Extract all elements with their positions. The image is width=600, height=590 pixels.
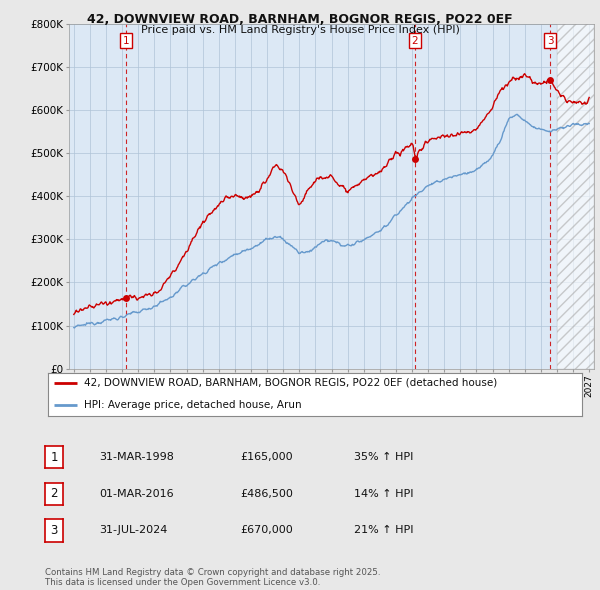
Text: Price paid vs. HM Land Registry's House Price Index (HPI): Price paid vs. HM Land Registry's House … xyxy=(140,25,460,35)
Text: 01-MAR-2016: 01-MAR-2016 xyxy=(99,489,173,499)
Text: 42, DOWNVIEW ROAD, BARNHAM, BOGNOR REGIS, PO22 0EF (detached house): 42, DOWNVIEW ROAD, BARNHAM, BOGNOR REGIS… xyxy=(85,378,497,388)
Text: Contains HM Land Registry data © Crown copyright and database right 2025.
This d: Contains HM Land Registry data © Crown c… xyxy=(45,568,380,587)
Text: 14% ↑ HPI: 14% ↑ HPI xyxy=(354,489,413,499)
Text: 42, DOWNVIEW ROAD, BARNHAM, BOGNOR REGIS, PO22 0EF: 42, DOWNVIEW ROAD, BARNHAM, BOGNOR REGIS… xyxy=(87,13,513,26)
Text: 21% ↑ HPI: 21% ↑ HPI xyxy=(354,526,413,535)
Text: HPI: Average price, detached house, Arun: HPI: Average price, detached house, Arun xyxy=(85,400,302,410)
Text: 1: 1 xyxy=(50,451,58,464)
Text: 2: 2 xyxy=(412,35,418,45)
Text: £670,000: £670,000 xyxy=(240,526,293,535)
Text: 31-JUL-2024: 31-JUL-2024 xyxy=(99,526,167,535)
Text: 3: 3 xyxy=(547,35,554,45)
Text: 31-MAR-1998: 31-MAR-1998 xyxy=(99,453,174,462)
Text: £165,000: £165,000 xyxy=(240,453,293,462)
Text: £486,500: £486,500 xyxy=(240,489,293,499)
Text: 3: 3 xyxy=(50,524,58,537)
Text: 35% ↑ HPI: 35% ↑ HPI xyxy=(354,453,413,462)
Text: 2: 2 xyxy=(50,487,58,500)
Text: 1: 1 xyxy=(123,35,130,45)
